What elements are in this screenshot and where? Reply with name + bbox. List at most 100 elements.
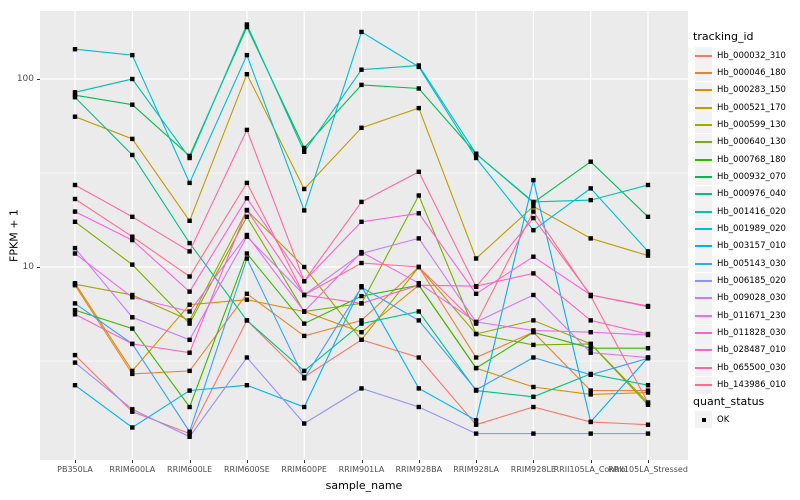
line-swatch-icon (695, 89, 712, 92)
data-point (244, 214, 250, 219)
data-point (359, 285, 364, 290)
data-point (72, 182, 78, 188)
data-point (359, 301, 364, 306)
line-swatch-icon (695, 106, 712, 109)
line-swatch-icon (695, 262, 712, 265)
data-point (645, 214, 651, 219)
legend-entry-Hb_006185_020: Hb_006185_020 (693, 272, 800, 290)
legend-key (695, 81, 712, 99)
data-point (72, 209, 78, 214)
line-swatch-icon (695, 384, 712, 387)
data-point (645, 331, 651, 337)
legend-title-tracking-id: tracking_id (693, 30, 754, 43)
data-point (359, 318, 364, 323)
data-point (531, 318, 536, 323)
data-point (244, 318, 250, 323)
data-point (302, 321, 307, 326)
legend-entry-label: Hb_143986_010 (717, 380, 786, 391)
data-point (645, 182, 651, 188)
legend-entry-Hb_011671_230: Hb_011671_230 (693, 307, 800, 325)
legend-entry-Hb_000768_180: Hb_000768_180 (693, 151, 800, 169)
data-point (416, 318, 421, 323)
legend-entry-label: Hb_001989_020 (717, 224, 786, 234)
data-point (531, 328, 536, 333)
x-tick-mark (648, 460, 649, 463)
data-point (302, 421, 307, 426)
data-point (588, 293, 593, 299)
x-tick-label: RRII105LA_Control (553, 465, 628, 474)
legend-key (695, 47, 712, 64)
square-point-icon (701, 417, 706, 422)
y-tick-mark (37, 267, 40, 268)
line-swatch-icon (695, 332, 712, 335)
data-point (473, 151, 479, 156)
data-point (130, 315, 135, 320)
data-point (473, 422, 479, 427)
x-tick-mark (75, 460, 76, 463)
line-swatch-icon (695, 54, 712, 57)
data-point (130, 371, 135, 377)
data-point (416, 386, 421, 391)
legend-key (695, 376, 712, 394)
x-tick-mark (304, 460, 306, 463)
data-point (130, 102, 135, 107)
data-point (244, 256, 250, 261)
legend-key (695, 341, 712, 359)
data-point (588, 346, 593, 351)
legend-entry-Hb_065500_030: Hb_065500_030 (693, 359, 800, 377)
x-tick-label: RRIM901LA (338, 465, 385, 474)
legend-key (695, 133, 712, 151)
data-point (187, 388, 192, 393)
data-point (359, 386, 364, 391)
data-point (531, 355, 536, 360)
data-point (531, 292, 536, 298)
data-point (531, 271, 536, 276)
x-tick-mark (361, 460, 363, 463)
legend-entry-label: Hb_006185_020 (717, 276, 786, 287)
legend-key (695, 99, 712, 117)
x-tick-mark (246, 460, 248, 463)
data-point (244, 72, 250, 77)
data-point (645, 303, 651, 309)
data-point (244, 207, 250, 213)
legend-entry-label: Hb_005143_030 (717, 258, 786, 269)
data-point (72, 47, 78, 52)
data-point (531, 254, 536, 259)
data-point (72, 95, 78, 100)
legend-entry-Hb_001416_020: Hb_001416_020 (693, 203, 800, 221)
legend-key (695, 64, 712, 82)
data-point (130, 368, 135, 374)
data-point (187, 180, 192, 186)
data-point (187, 321, 192, 326)
data-point (302, 404, 307, 410)
data-point (473, 355, 479, 360)
line-swatch-icon (695, 175, 712, 178)
data-point (72, 360, 78, 365)
legend-entry-label: Hb_000032_310 (717, 50, 786, 61)
legend-entry-Hb_001989_020: Hb_001989_020 (693, 220, 800, 238)
x-tick-label: RRIM600LA (109, 465, 156, 474)
data-point (531, 394, 536, 399)
legend-key (695, 289, 712, 307)
data-point (588, 419, 593, 425)
data-point (645, 249, 651, 254)
data-point (130, 409, 135, 414)
data-point (72, 282, 78, 287)
data-point (531, 228, 536, 233)
data-point (130, 136, 135, 142)
data-point (359, 125, 364, 130)
data-point (130, 407, 135, 412)
data-point (416, 404, 421, 410)
data-point (302, 149, 307, 154)
data-point (72, 245, 78, 251)
data-point (359, 293, 364, 299)
y-tick-label: 100 (16, 74, 34, 84)
data-point (645, 355, 651, 360)
legend-entry-Hb_143986_010: Hb_143986_010 (693, 376, 800, 394)
data-point (416, 236, 421, 241)
data-point (416, 86, 421, 91)
data-point (531, 404, 536, 410)
legend-entry-Hb_003157_010: Hb_003157_010 (693, 237, 800, 255)
data-point (244, 180, 250, 186)
data-point (473, 431, 479, 436)
